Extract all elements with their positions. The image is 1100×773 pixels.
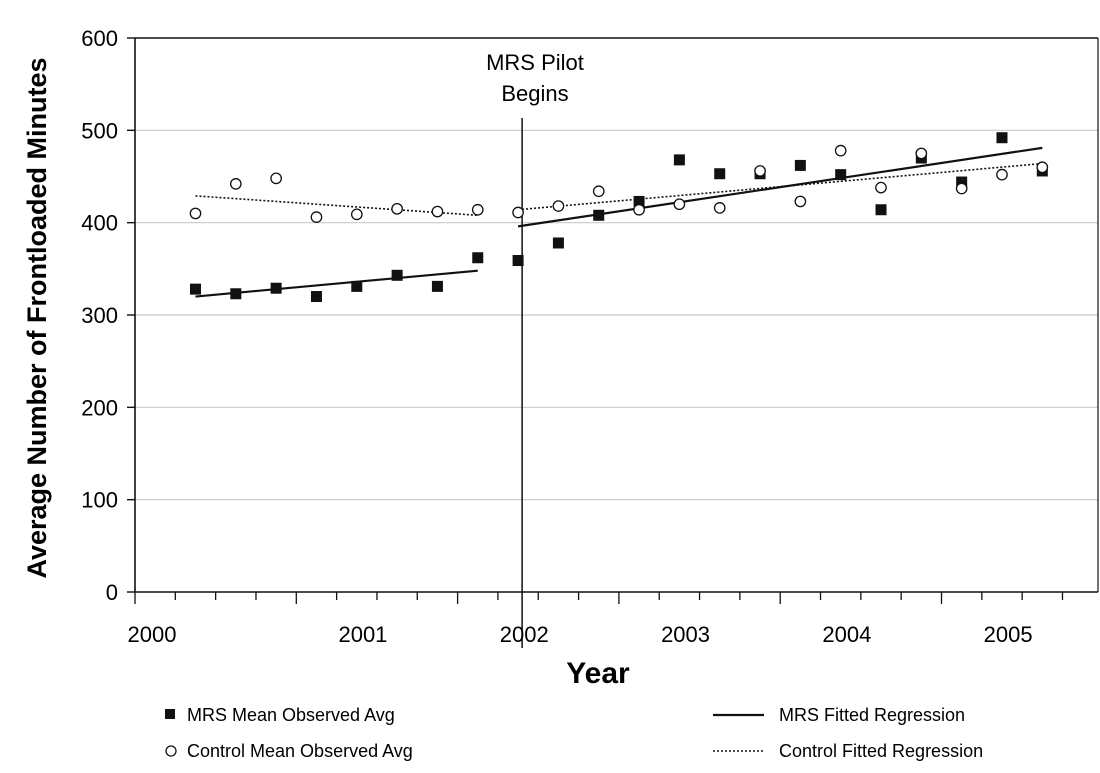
x-tick-label: 2004 [822, 622, 871, 647]
legend-item-control-observed: Control Mean Observed Avg [165, 741, 413, 761]
control-observed-point [471, 203, 484, 216]
control-observed-point [512, 206, 524, 219]
control-observed-point [955, 182, 968, 195]
mrs-observed-point [270, 282, 282, 294]
data-points [189, 132, 1049, 303]
y-tick-label: 100 [81, 488, 118, 513]
mrs-observed-point [512, 255, 524, 267]
x-axis-label: Year [566, 657, 630, 690]
control-observed-point [673, 198, 686, 211]
mrs-regression-segment [517, 146, 1043, 228]
mrs-observed-point [391, 269, 403, 281]
mrs-observed-point [310, 291, 322, 303]
mrs-observed-point [189, 283, 201, 295]
mrs-observed-point [593, 209, 605, 221]
control-observed-point [270, 172, 282, 185]
legend-label-control-fitted: Control Fitted Regression [779, 741, 983, 761]
x-tick-label: 2003 [661, 622, 710, 647]
control-observed-point [713, 202, 726, 214]
control-regression-segment [195, 195, 478, 217]
axes [127, 37, 1099, 648]
legend-item-mrs-fitted: MRS Fitted Regression [713, 705, 965, 725]
mrs-observed-point [230, 288, 242, 300]
control-observed-point [875, 181, 887, 194]
annotation-line-2: Begins [501, 81, 568, 106]
control-observed-point [391, 202, 403, 215]
legend-item-control-fitted: Control Fitted Regression [713, 741, 983, 761]
control-observed-point [915, 147, 928, 160]
legend-label-mrs-fitted: MRS Fitted Regression [779, 705, 965, 725]
y-tick-label: 400 [81, 211, 118, 236]
control-observed-point [310, 211, 323, 223]
mrs-observed-point [714, 168, 726, 180]
x-tick-label: 2000 [128, 622, 177, 647]
regression-lines [195, 146, 1043, 298]
control-observed-point [189, 207, 202, 220]
mrs-observed-point [956, 176, 968, 188]
gridlines [135, 37, 1098, 501]
y-tick-label: 500 [81, 118, 118, 143]
x-tick-label: 2005 [984, 622, 1033, 647]
control-observed-point [350, 208, 363, 221]
mrs-observed-point [673, 154, 685, 166]
mrs-regression-segment [195, 269, 478, 298]
mrs-observed-point [472, 252, 484, 264]
mrs-observed-point [996, 132, 1008, 144]
mrs-observed-point [633, 195, 645, 207]
x-tick-label: 2002 [500, 622, 549, 647]
control-observed-point [834, 144, 847, 157]
y-tick-label: 0 [106, 580, 118, 605]
control-observed-point [1036, 161, 1049, 174]
mrs-observed-point [351, 280, 363, 292]
legend-marker-open-circle [165, 745, 177, 757]
control-observed-point [633, 203, 645, 216]
y-axis-label: Average Number of Frontloaded Minutes [22, 57, 52, 578]
control-observed-point [592, 185, 605, 198]
control-observed-point [552, 200, 565, 212]
control-observed-point [754, 165, 766, 177]
legend: MRS Mean Observed Avg Control Mean Obser… [165, 705, 983, 761]
mrs-observed-point [794, 159, 806, 171]
control-observed-point [996, 168, 1008, 181]
x-tick-label: 2001 [338, 622, 387, 647]
control-observed-point [229, 178, 242, 190]
annotation-line-1: MRS Pilot [486, 50, 584, 75]
mrs-observed-point [875, 204, 887, 216]
mrs-observed-point [431, 280, 443, 292]
y-tick-label: 200 [81, 395, 118, 420]
y-tick-label: 300 [81, 303, 118, 328]
control-observed-point [794, 195, 807, 208]
y-tick-label: 600 [81, 26, 118, 51]
mrs-observed-point [835, 169, 847, 181]
mrs-observed-point [552, 237, 564, 249]
tick-labels: 0 100 200 300 400 500 600 2000 2001 2002 2003 2004 2… [81, 26, 1032, 647]
legend-label-mrs-observed: MRS Mean Observed Avg [187, 705, 395, 725]
legend-label-control-observed: Control Mean Observed Avg [187, 741, 413, 761]
legend-marker-filled-square [165, 709, 175, 719]
control-observed-point [431, 205, 444, 218]
legend-item-mrs-observed: MRS Mean Observed Avg [165, 705, 395, 725]
